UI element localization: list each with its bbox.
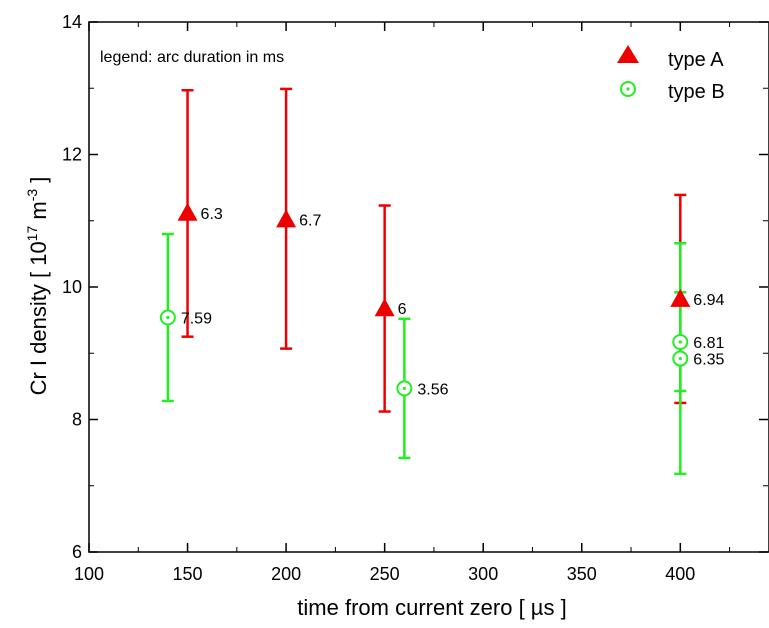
data-point-type-a	[670, 288, 691, 307]
data-point-label: 6.3	[201, 206, 223, 223]
plot-frame	[88, 21, 769, 553]
x-tick-label: 100	[74, 564, 104, 584]
data-point-label: 6.81	[693, 335, 724, 352]
y-tick-label: 10	[62, 277, 82, 297]
markers	[159, 202, 691, 397]
legend-marker-type-a	[617, 45, 639, 63]
legend-note: legend: arc duration in ms	[100, 49, 284, 66]
data-point-label: 6.7	[299, 212, 321, 229]
legend-marker-type-b	[620, 81, 636, 97]
ticks: 100 150 200 250 300 350 400 6 8 10 12 14	[62, 12, 768, 584]
x-tick-label: 200	[271, 564, 301, 584]
data-point-type-a	[276, 209, 297, 228]
y-axis-title: Cr I density [ 1017 m-3 ]	[24, 177, 51, 396]
legend-marker-type-b-dot	[626, 87, 630, 91]
data-point-type-a	[177, 202, 198, 221]
y-axis-title-mid: m	[26, 201, 51, 225]
y-axis-title-suffix: ]	[26, 177, 51, 189]
x-tick-label: 400	[665, 564, 695, 584]
legend: type A type B	[617, 45, 725, 103]
y-tick-label: 12	[62, 145, 82, 165]
legend-label-type-b: type B	[668, 81, 725, 103]
data-point-label: 6.94	[693, 292, 724, 309]
x-tick-label: 350	[567, 564, 597, 584]
error-bars	[161, 87, 687, 476]
x-axis-title: time from current zero [ µs ]	[297, 595, 566, 620]
data-point-label: 6	[398, 301, 407, 318]
y-tick-label: 6	[72, 542, 82, 562]
y-axis-title-prefix: Cr I density [ 10	[26, 241, 51, 395]
data-point-label: 6.35	[693, 352, 724, 369]
data-point-label: 3.56	[417, 381, 448, 398]
data-point-type-a	[374, 298, 395, 317]
point-labels: 6.3 6.7 6 6.94 7.59 3.56 6.816.35	[181, 206, 725, 399]
data-point-label: 7.59	[181, 310, 212, 327]
y-axis-title-exp1: 17	[24, 226, 40, 242]
axes	[88, 21, 769, 553]
y-tick-label: 8	[72, 410, 82, 430]
y-axis-title-exp2: -3	[24, 189, 40, 202]
y-tick-label: 14	[62, 12, 82, 32]
data-point-type-b-dot	[166, 315, 170, 320]
data-point-type-b-dot	[678, 356, 682, 361]
data-point-type-b-dot	[402, 386, 406, 390]
x-tick-label: 150	[173, 564, 203, 584]
x-tick-label: 300	[468, 564, 498, 584]
legend-label-type-a: type A	[668, 49, 724, 71]
data-point-type-b-dot	[678, 340, 682, 344]
x-tick-label: 250	[370, 564, 400, 584]
